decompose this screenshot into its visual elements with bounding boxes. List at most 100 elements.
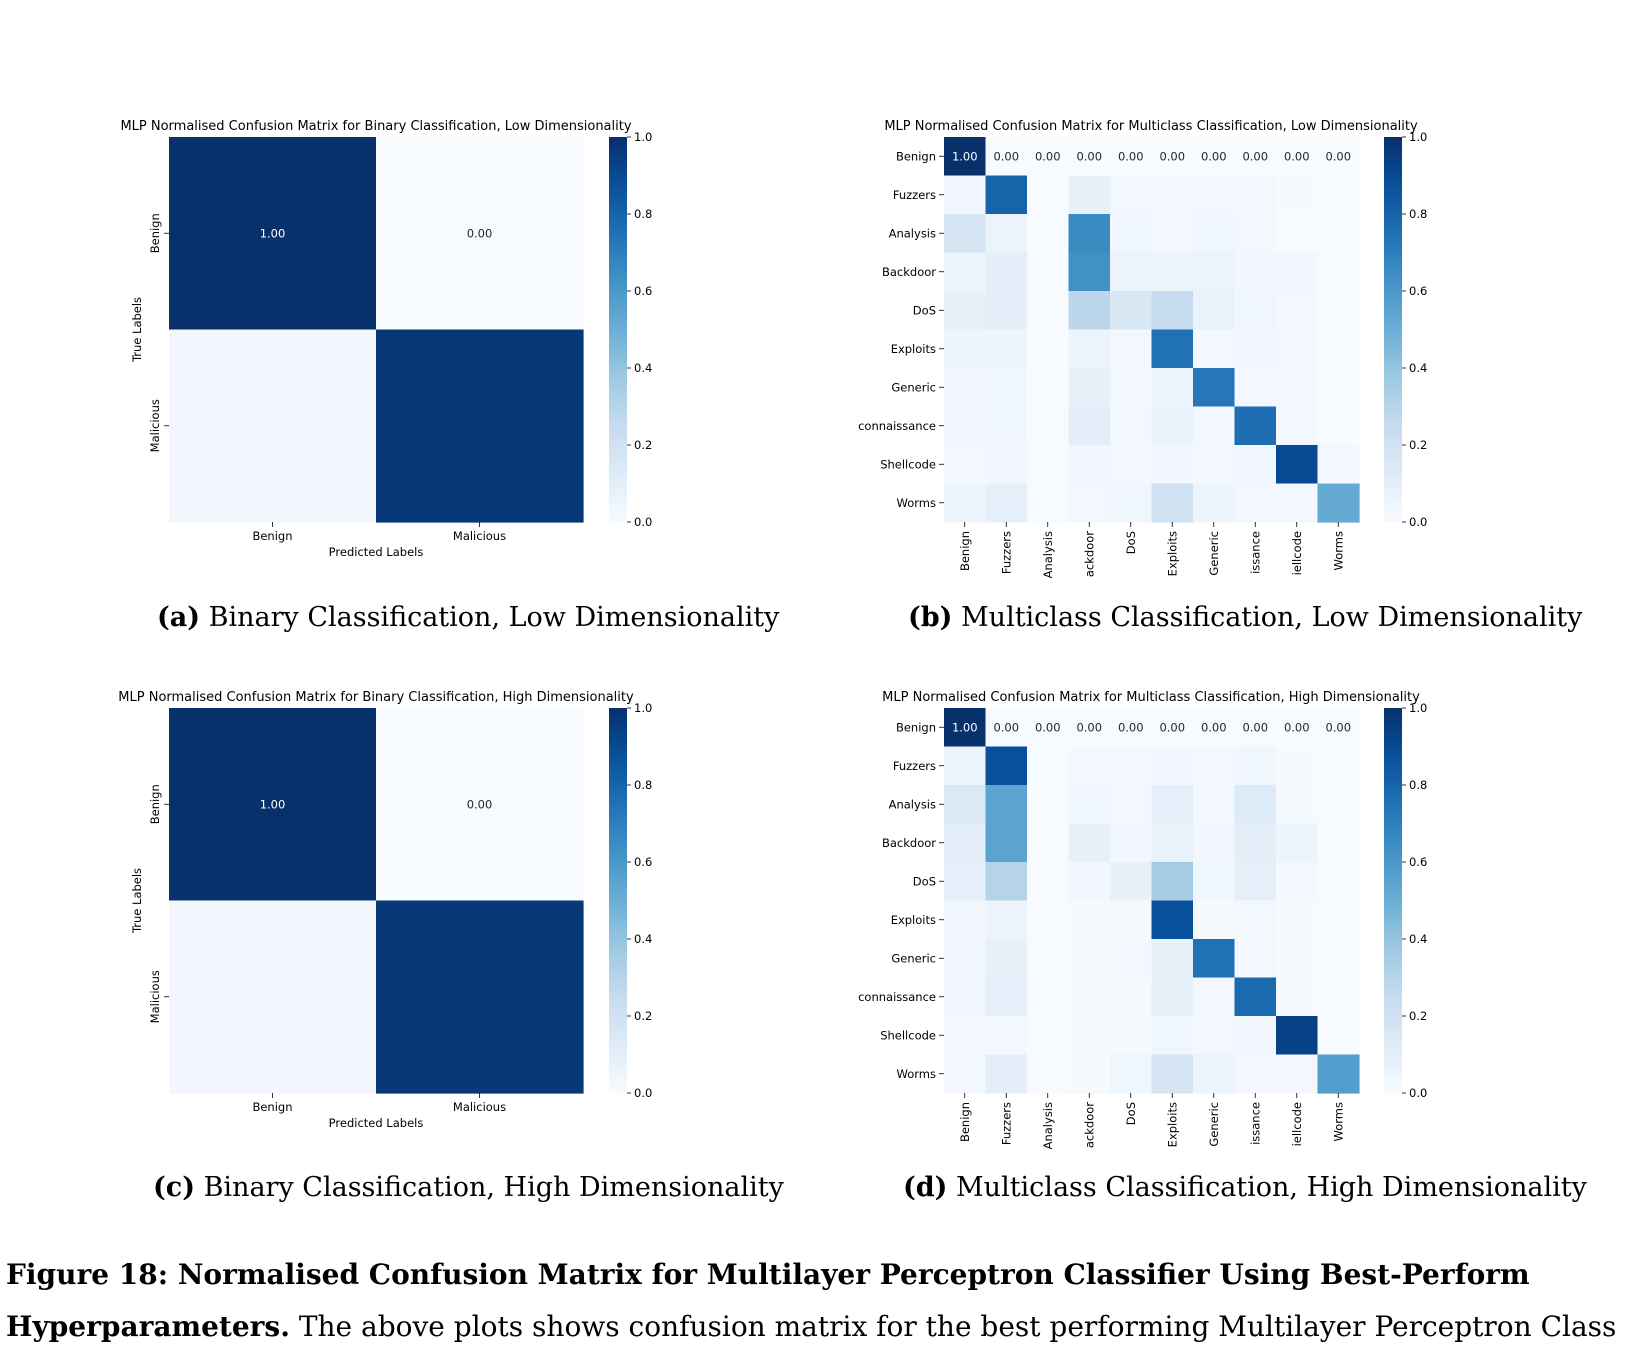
heatmap-cell (1151, 977, 1194, 1017)
x-tick-label: Benign (252, 1100, 292, 1114)
cell-label: 0.00 (993, 720, 1019, 734)
heatmap-cell (1068, 291, 1111, 331)
heatmap-cell (1234, 406, 1277, 446)
colorbar-tick-label: 0.6 (1409, 855, 1427, 869)
heatmap-cell (1151, 1054, 1194, 1094)
heatmap-cell (944, 1054, 987, 1094)
heatmap-cell (1151, 785, 1194, 825)
colorbar-tick-label: 0.4 (1409, 361, 1427, 375)
heatmap-cell (1317, 1016, 1360, 1056)
y-tick-label: Backdoor (882, 836, 936, 850)
chart-title: MLP Normalised Confusion Matrix for Bina… (120, 119, 631, 134)
heatmap-cell (1068, 1016, 1111, 1056)
heatmap-cell (1234, 329, 1277, 369)
heatmap-cell (1027, 291, 1070, 331)
heatmap-cell (1234, 746, 1277, 786)
y-tick-label: Shellcode (880, 1028, 936, 1042)
heatmap-cell (985, 445, 1028, 485)
heatmap-cell (1276, 708, 1319, 748)
colorbar-tick-label: 0.8 (1409, 778, 1427, 792)
heatmap-cell (1151, 445, 1194, 485)
heatmap-cell (1110, 708, 1153, 748)
colorbar-tick-label: 1.0 (634, 130, 652, 144)
subcaption-c-text: Binary Classification, High Dimensionali… (203, 1172, 784, 1203)
cell-label: 0.00 (1201, 720, 1227, 734)
heatmap-cell (944, 977, 987, 1017)
x-tick-label: Worms (1331, 1102, 1345, 1141)
colorbar-tick-label: 0.0 (1409, 1086, 1427, 1100)
heatmap-cell (1068, 175, 1111, 215)
heatmap-cell (1027, 329, 1070, 369)
y-tick-label: Generic (891, 951, 936, 965)
heatmap-cell (1317, 823, 1360, 863)
cell-label: 0.00 (1159, 720, 1185, 734)
heatmap-cell (1276, 977, 1319, 1017)
heatmap-cell (1234, 823, 1277, 863)
colorbar (1384, 137, 1402, 522)
cell-label: 0.00 (1076, 149, 1102, 163)
heatmap-cell (1151, 406, 1194, 446)
heatmap-cell (1193, 406, 1236, 446)
heatmap-cell (1110, 445, 1153, 485)
heatmap-b: MLP Normalised Confusion Matrix for Mult… (858, 119, 1427, 578)
heatmap-cell (1151, 939, 1194, 979)
x-axis-label: Predicted Labels (329, 1116, 424, 1130)
y-tick-label: Exploits (891, 913, 936, 927)
heatmap-cell (1110, 368, 1153, 408)
x-tick-label: issance (1248, 1102, 1262, 1145)
heatmap-cell (1110, 939, 1153, 979)
x-tick-label: DoS (1124, 531, 1138, 554)
heatmap-cell (944, 823, 987, 863)
heatmap-cell (1276, 368, 1319, 408)
x-tick-label: issance (1248, 531, 1262, 574)
heatmap-cell (1193, 939, 1236, 979)
y-tick-label: Shellcode (880, 457, 936, 471)
cell-label: 0.00 (1325, 720, 1351, 734)
heatmap-cell (376, 900, 584, 1094)
heatmap-cell (985, 368, 1028, 408)
heatmap-cell (985, 1054, 1028, 1094)
y-tick-label: DoS (913, 874, 936, 888)
heatmap-cell (985, 137, 1028, 177)
heatmap-cell (1317, 1054, 1360, 1094)
heatmap-cell (1110, 746, 1153, 786)
y-tick-label: Malicious (148, 399, 162, 452)
subcaption-c-label: (c) (153, 1172, 195, 1203)
heatmap-cell (1193, 708, 1236, 748)
heatmap-cell (1151, 291, 1194, 331)
y-tick-label: Backdoor (882, 265, 936, 279)
heatmap-cell (1110, 483, 1153, 523)
colorbar-tick-label: 0.8 (1409, 207, 1427, 221)
colorbar-tick-label: 0.6 (1409, 284, 1427, 298)
heatmap-cell (1193, 368, 1236, 408)
heatmap-cell (1027, 1054, 1070, 1094)
cell-label: 0.00 (1159, 149, 1185, 163)
heatmap-cell (1151, 746, 1194, 786)
figure-caption-title-end: Hyperparameters. (6, 1310, 290, 1343)
x-tick-label: Malicious (453, 529, 506, 543)
figure-caption-body: The above plots shows confusion matrix f… (289, 1310, 1617, 1343)
heatmap-cell (1151, 137, 1194, 177)
heatmap-cell (1193, 483, 1236, 523)
heatmap-cell (1276, 1016, 1319, 1056)
colorbar-tick-label: 0.6 (634, 855, 652, 869)
figure-caption-title: Figure 18: Normalised Confusion Matrix f… (6, 1258, 1530, 1291)
cell-label: 0.00 (1284, 149, 1310, 163)
heatmap-cell (944, 862, 987, 902)
heatmap-cell (1151, 823, 1194, 863)
heatmap-cell (1193, 329, 1236, 369)
y-tick-label: Benign (896, 149, 936, 163)
y-axis-label: True Labels (130, 297, 144, 363)
y-tick-label: DoS (913, 303, 936, 317)
heatmap-cell (1110, 785, 1153, 825)
heatmap-cell (169, 900, 377, 1094)
heatmap-cell (1276, 939, 1319, 979)
y-tick-label: Fuzzers (893, 759, 936, 773)
heatmap-cell (1027, 137, 1070, 177)
heatmap-cell (944, 785, 987, 825)
heatmap-cell (1193, 746, 1236, 786)
heatmap-cell (1068, 329, 1111, 369)
cell-label: 0.00 (1118, 149, 1144, 163)
subcaption-d-label: (d) (903, 1172, 948, 1203)
heatmap-cell (1151, 708, 1194, 748)
